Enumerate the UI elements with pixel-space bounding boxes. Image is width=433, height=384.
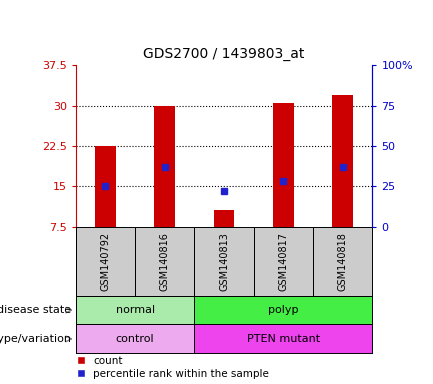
Bar [333,95,353,227]
Bar [95,146,116,227]
Bar [254,227,313,296]
Bar [76,227,135,296]
Text: genotype/variation: genotype/variation [0,334,71,344]
Bar [194,324,372,353]
Bar [76,296,194,324]
Bar [214,210,234,227]
Bar [76,324,194,353]
Text: PTEN mutant: PTEN mutant [247,334,320,344]
Text: GSM140818: GSM140818 [338,232,348,291]
Legend: count, percentile rank within the sample: count, percentile rank within the sample [77,356,269,379]
Title: GDS2700 / 1439803_at: GDS2700 / 1439803_at [143,48,305,61]
Text: disease state: disease state [0,305,71,315]
Bar [194,296,372,324]
Bar [194,227,254,296]
Text: GSM140816: GSM140816 [160,232,170,291]
Text: control: control [116,334,155,344]
Text: polyp: polyp [268,305,299,315]
Text: normal: normal [116,305,155,315]
Text: GSM140792: GSM140792 [100,232,110,291]
Text: GSM140817: GSM140817 [278,232,288,291]
Bar [273,103,294,227]
Bar [313,227,372,296]
Bar [135,227,194,296]
Bar [155,106,175,227]
Text: GSM140813: GSM140813 [219,232,229,291]
